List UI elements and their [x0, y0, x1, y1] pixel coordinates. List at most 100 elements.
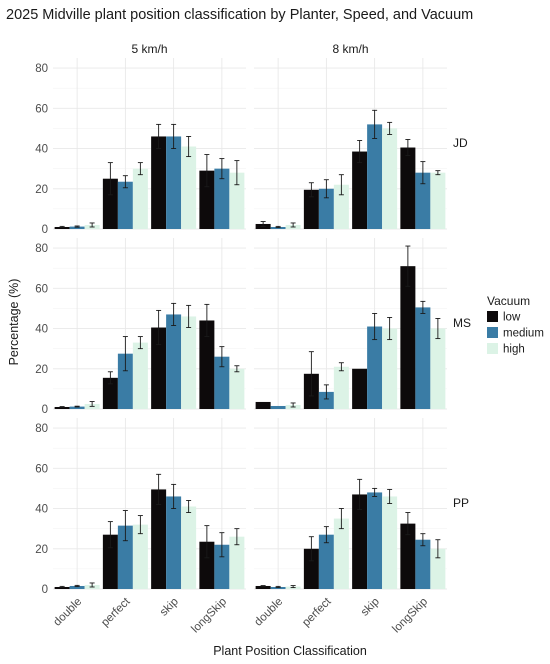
error-bar-low-longskip: [405, 512, 411, 536]
error-bar-low-skip: [357, 478, 363, 510]
bar-low-skip: [151, 327, 167, 409]
error-bar-high-skip: [186, 500, 192, 514]
y-tick-label: 60: [35, 283, 48, 295]
error-bar-low-longskip: [204, 154, 210, 188]
bar-medium-skip: [166, 314, 182, 409]
legend-swatch-low: [487, 311, 498, 322]
error-bar-low-double: [260, 221, 266, 227]
legend-label-high: high: [503, 344, 525, 356]
y-tick-label: 40: [35, 144, 48, 156]
error-bar-low-longskip: [405, 139, 411, 157]
x-tick-label-longskip: longSkip: [390, 596, 430, 636]
bar-high-skip: [181, 506, 197, 589]
y-tick-label: 0: [42, 584, 48, 596]
bar-medium-skip: [367, 326, 383, 409]
bar-medium-perfect: [318, 188, 334, 229]
bar-low-longskip: [400, 523, 416, 589]
bar-low-skip: [352, 494, 368, 589]
bar-high-longskip: [229, 536, 245, 589]
error-bar-low-double: [59, 406, 65, 408]
bar-high-perfect: [132, 168, 148, 229]
bar-medium-skip: [166, 136, 182, 229]
y-tick-label: 40: [35, 324, 48, 336]
error-bar-medium-skip: [171, 302, 177, 326]
bar-high-skip: [382, 496, 398, 589]
x-tick-label-double: double: [51, 596, 84, 629]
error-bar-low-perfect: [107, 371, 113, 385]
panel-jd-5-km-h: 0 20 40 60 80: [35, 58, 246, 236]
error-bar-high-skip: [387, 317, 393, 341]
bar-medium-perfect: [117, 525, 133, 589]
bar-medium-skip: [367, 124, 383, 229]
error-bar-low-longskip: [204, 303, 210, 338]
bar-high-perfect: [333, 184, 349, 229]
bar-high-longskip: [430, 172, 446, 229]
bar-high-longskip: [430, 548, 446, 589]
error-bar-high-perfect: [338, 174, 344, 196]
bar-medium-longskip: [214, 168, 230, 229]
panel-ms-5-km-h: 0 20 40 60 80: [35, 238, 246, 416]
bar-medium-perfect: [318, 391, 334, 409]
error-bar-low-double: [59, 585, 65, 589]
y-tick-label: 80: [35, 63, 48, 75]
error-bar-medium-skip: [171, 123, 177, 149]
bar-medium-double: [69, 585, 85, 589]
panel-jd-8-km-h: [254, 58, 447, 230]
error-bar-low-double: [260, 585, 266, 587]
error-bar-low-perfect: [107, 521, 113, 549]
bar-low-skip: [352, 368, 368, 409]
bar-high-skip: [382, 328, 398, 409]
bar-high-perfect: [132, 342, 148, 409]
error-bar-high-skip: [186, 304, 192, 328]
bar-medium-perfect: [117, 353, 133, 409]
y-tick-label: 0: [42, 404, 48, 416]
bar-high-longskip: [229, 172, 245, 229]
bar-medium-double: [69, 226, 85, 229]
error-bar-medium-perfect: [122, 510, 128, 542]
bar-high-longskip: [430, 328, 446, 409]
bar-low-double: [255, 585, 271, 589]
error-bar-high-perfect: [137, 162, 143, 176]
bar-low-perfect: [102, 178, 118, 229]
legend-swatch-high: [487, 343, 498, 354]
error-bar-medium-double: [74, 225, 80, 228]
y-tick-label: 60: [35, 463, 48, 475]
bar-low-skip: [151, 136, 167, 229]
bar-low-longskip: [199, 541, 215, 589]
bar-low-longskip: [199, 170, 215, 229]
x-axis-title: Plant Position Classification: [213, 644, 367, 658]
error-bar-high-double: [89, 401, 95, 407]
error-bar-medium-skip: [372, 312, 378, 341]
error-bar-low-skip: [156, 473, 162, 505]
facet-label-pp: PP: [453, 496, 469, 510]
error-bar-medium-longskip: [219, 532, 225, 558]
bar-low-perfect: [102, 534, 118, 589]
error-bar-high-longskip: [435, 170, 441, 176]
bar-high-perfect: [333, 518, 349, 589]
y-tick-label: 40: [35, 504, 48, 516]
error-bar-high-longskip: [435, 318, 441, 340]
bar-low-perfect: [303, 189, 319, 229]
bar-low-longskip: [400, 266, 416, 409]
error-bar-high-longskip: [234, 160, 240, 186]
y-axis-title: Percentage (%): [7, 279, 21, 366]
error-bar-medium-perfect: [323, 526, 329, 544]
bar-medium-longskip: [214, 356, 230, 409]
facet-label-jd: JD: [453, 136, 468, 150]
legend-title: Vacuum: [487, 294, 530, 308]
bar-low-longskip: [199, 320, 215, 409]
error-bar-high-longskip: [234, 528, 240, 546]
bar-medium-longskip: [415, 539, 431, 589]
error-bar-medium-longskip: [420, 300, 426, 314]
error-bar-medium-double: [275, 585, 281, 589]
error-bar-low-skip: [156, 309, 162, 346]
error-bar-medium-longskip: [420, 533, 426, 547]
error-bar-low-skip: [357, 140, 363, 164]
bar-high-perfect: [132, 524, 148, 589]
y-tick-label: 80: [35, 423, 48, 435]
error-bar-medium-perfect: [122, 175, 128, 189]
error-bar-medium-perfect: [323, 179, 329, 199]
error-bar-medium-perfect: [122, 336, 128, 372]
bar-low-perfect: [303, 548, 319, 589]
